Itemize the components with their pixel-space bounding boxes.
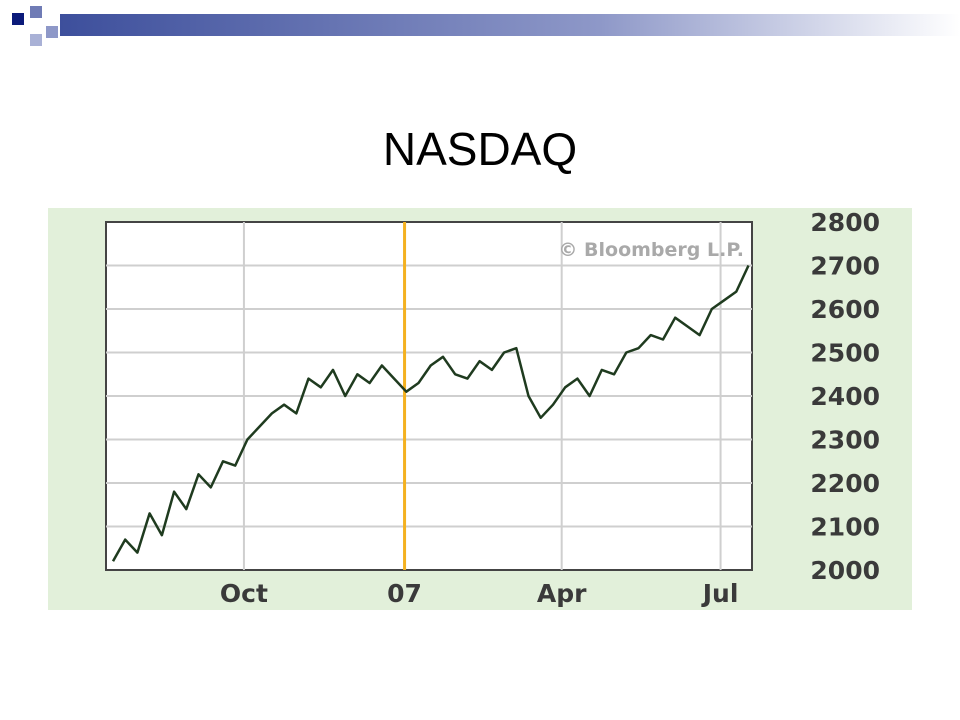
x-tick-label: Apr bbox=[537, 579, 587, 608]
watermark: © Bloomberg L.P. bbox=[558, 239, 744, 261]
header-square-dark bbox=[12, 13, 24, 25]
nasdaq-series-line bbox=[111, 264, 750, 562]
y-tick-label: 2700 bbox=[810, 252, 880, 281]
y-tick-label: 2800 bbox=[810, 208, 880, 237]
y-tick-label: 2400 bbox=[810, 382, 880, 411]
slide-title: NASDAQ bbox=[382, 123, 578, 175]
y-tick-label: 2300 bbox=[810, 426, 880, 455]
y-tick-label: 2200 bbox=[810, 469, 880, 498]
y-tick-label: 2500 bbox=[810, 339, 880, 368]
nasdaq-line-chart: © Bloomberg L.P. 2800 2700 2600 2500 2400 230… bbox=[105, 208, 880, 608]
header-square-mid bbox=[30, 6, 42, 18]
series-layer bbox=[111, 264, 750, 562]
x-tick-label: 07 bbox=[387, 579, 422, 608]
x-tick-labels: Oct 07 Apr Jul bbox=[220, 579, 738, 608]
x-tick-label: Jul bbox=[701, 579, 739, 608]
header-square-lavender bbox=[46, 26, 58, 38]
header-gradient-bar bbox=[60, 14, 960, 36]
slide-header-decoration bbox=[12, 6, 960, 46]
y-tick-labels: 2800 2700 2600 2500 2400 2300 2200 2100 2000 bbox=[810, 208, 880, 585]
x-tick-label: Oct bbox=[220, 579, 268, 608]
y-tick-label: 2600 bbox=[810, 295, 880, 324]
y-tick-label: 2000 bbox=[810, 556, 880, 585]
y-tick-label: 2100 bbox=[810, 513, 880, 542]
header-square-light bbox=[30, 34, 42, 46]
